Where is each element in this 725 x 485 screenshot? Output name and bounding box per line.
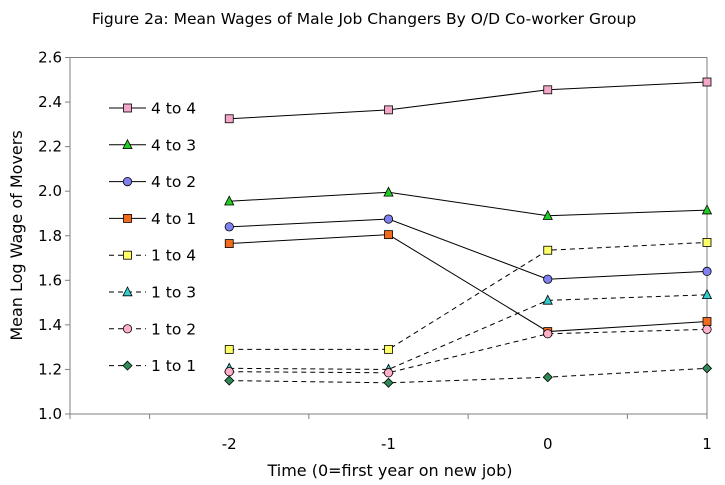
series-line: [229, 241, 708, 350]
chart-title: Figure 2a: Mean Wages of Male Job Change…: [92, 10, 636, 28]
legend-item: 1 to 1: [109, 357, 196, 375]
legend-label: 4 to 3: [151, 136, 196, 154]
data-point: [701, 288, 713, 299]
legend-marker: [122, 360, 133, 371]
y-tick-label: 1.6: [38, 271, 62, 289]
data-point: [224, 367, 234, 377]
data-point: [383, 186, 394, 197]
x-axis: -2 -1 0 1: [69, 414, 712, 453]
data-point: [701, 363, 713, 374]
y-tick-label: 2.6: [38, 49, 62, 67]
x-tick-label: -2: [222, 435, 237, 453]
data-point: [543, 245, 553, 255]
legend-marker: [123, 250, 132, 260]
legend-label: 1 to 4: [151, 247, 196, 265]
data-point: [224, 114, 234, 124]
data-point: [702, 317, 712, 326]
data-point: [543, 85, 553, 95]
data-point: [702, 77, 712, 87]
legend-marker: [122, 177, 133, 187]
x-tick-label: 1: [702, 435, 712, 453]
data-point: [224, 375, 235, 386]
data-point: [701, 204, 713, 215]
data-point: [383, 368, 394, 378]
y-axis: 1.0 1.2 1.4 1.6 1.8 2.0 2.2 2.4 2.6: [38, 49, 70, 423]
series-1-to-2: [224, 324, 712, 378]
data-point: [543, 329, 553, 339]
data-point: [542, 209, 553, 220]
data-point: [702, 266, 712, 276]
series-4-to-4: [224, 77, 712, 124]
data-point: [224, 222, 234, 232]
legend-item: 4 to 4: [109, 100, 196, 118]
series-1-to-1: [224, 363, 713, 388]
x-tick-label: -1: [381, 435, 396, 453]
series-line: [229, 367, 708, 384]
series-4-to-3: [224, 186, 713, 220]
legend-label: 1 to 3: [151, 284, 196, 302]
data-point: [224, 195, 235, 206]
series-line: [229, 294, 708, 370]
legend-item: 1 to 2: [109, 320, 196, 338]
legend-label: 4 to 1: [151, 210, 196, 228]
legend-label: 1 to 2: [151, 320, 196, 338]
series-line: [229, 81, 708, 120]
y-tick-label: 2.4: [38, 93, 62, 111]
y-tick-label: 2.0: [38, 182, 62, 200]
legend-marker: [122, 286, 133, 297]
legend-item: 4 to 3: [109, 136, 196, 154]
legend-item: 4 to 1: [109, 210, 196, 228]
legend-label: 4 to 4: [151, 100, 196, 118]
data-point: [384, 230, 393, 240]
y-tick-label: 1.2: [38, 360, 62, 378]
series-4-to-1: [224, 230, 712, 336]
legend-item: 4 to 2: [109, 173, 196, 191]
data-point: [224, 239, 234, 248]
data-point: [543, 274, 553, 284]
y-tick-label: 2.2: [38, 138, 62, 156]
data-point: [383, 377, 394, 388]
series-line: [229, 191, 708, 217]
series-layer: [224, 77, 713, 388]
data-point: [542, 372, 553, 383]
data-point: [384, 344, 393, 354]
y-tick-label: 1.0: [38, 405, 62, 423]
series-1-to-3: [224, 288, 713, 374]
x-axis-label: Time (0=first year on new job): [266, 461, 512, 480]
legend: 4 to 4 4 to 3 4 to 2 4 to 1 1 to 4 1 to 3 1 to…: [109, 100, 196, 375]
series-line: [229, 218, 708, 280]
data-point: [383, 214, 394, 224]
legend-marker: [123, 213, 132, 223]
series-1-to-4: [224, 238, 712, 354]
y-tick-label: 1.4: [38, 316, 62, 334]
series-line: [229, 234, 708, 333]
data-point: [542, 294, 553, 305]
y-tick-label: 1.8: [38, 227, 62, 245]
legend-label: 1 to 1: [151, 357, 196, 375]
data-point: [702, 324, 712, 334]
x-tick-label: 0: [543, 435, 553, 453]
y-axis-label: Mean Log Wage of Movers: [7, 130, 26, 340]
data-point: [384, 105, 393, 115]
data-point: [702, 238, 712, 247]
legend-item: 1 to 3: [109, 284, 196, 302]
series-line: [229, 328, 708, 374]
legend-label: 4 to 2: [151, 173, 196, 191]
data-point: [224, 344, 234, 354]
legend-marker: [123, 103, 132, 113]
legend-marker: [122, 324, 133, 334]
legend-marker: [122, 138, 133, 150]
legend-item: 1 to 4: [109, 247, 196, 265]
series-4-to-2: [224, 214, 712, 284]
